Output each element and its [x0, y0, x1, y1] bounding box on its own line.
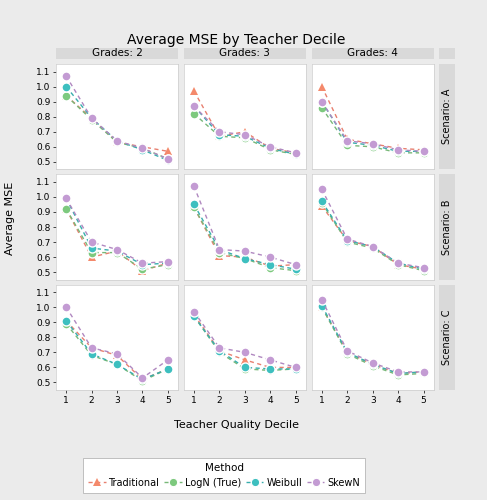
Text: Grades: 3: Grades: 3 — [220, 48, 270, 58]
Text: Average MSE: Average MSE — [5, 182, 15, 256]
Text: Average MSE by Teacher Decile: Average MSE by Teacher Decile — [127, 33, 345, 47]
Text: Scenario: C: Scenario: C — [442, 310, 452, 365]
Legend: Traditional, LogN (True), Weibull, SkewN: Traditional, LogN (True), Weibull, SkewN — [83, 458, 365, 492]
Text: Scenario: A: Scenario: A — [442, 89, 452, 144]
Text: Grades: 2: Grades: 2 — [92, 48, 143, 58]
Text: Teacher Quality Decile: Teacher Quality Decile — [174, 420, 299, 430]
Text: Scenario: B: Scenario: B — [442, 200, 452, 255]
Text: Grades: 4: Grades: 4 — [347, 48, 398, 58]
